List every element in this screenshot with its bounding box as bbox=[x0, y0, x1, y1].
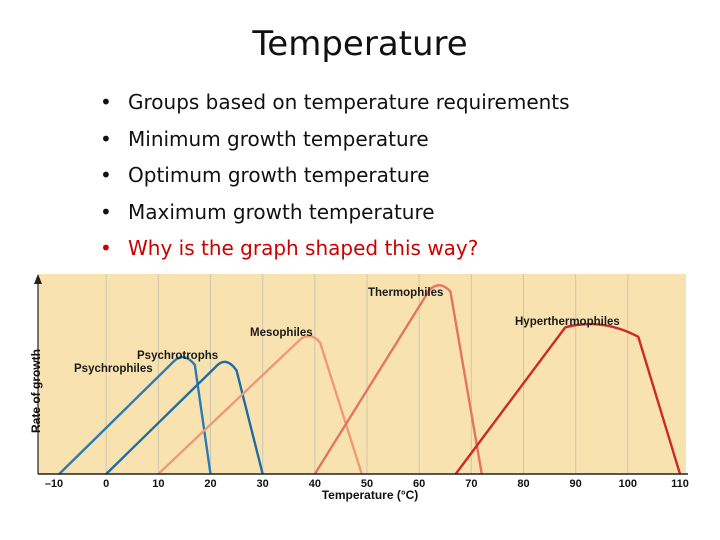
curve-psychrophiles bbox=[58, 355, 212, 475]
bullet-text: Why is the graph shaped this way? bbox=[128, 236, 479, 260]
x-axis-label: Temperature (°C) bbox=[322, 488, 419, 502]
bullet-dot: • bbox=[100, 199, 112, 224]
x-tick-label: 10 bbox=[152, 478, 164, 490]
x-tick-label: 20 bbox=[204, 478, 216, 490]
bullet-list: • Groups based on temperature requirement… bbox=[100, 84, 570, 267]
bullet-text: Groups based on temperature requirements bbox=[128, 90, 570, 114]
bullet-dot: • bbox=[100, 90, 112, 114]
series-label: Psychrotrophs bbox=[137, 350, 218, 362]
bullet-dot: • bbox=[100, 163, 112, 187]
y-axis-label: Rate of growth bbox=[29, 349, 43, 433]
bullet-dot: • bbox=[100, 126, 112, 151]
x-tick-label: 70 bbox=[465, 478, 477, 490]
x-tick-label: 0 bbox=[103, 478, 109, 490]
bullet-item: • Maximum growth temperature bbox=[100, 194, 570, 231]
bullet-text: Minimum growth temperature bbox=[128, 126, 429, 151]
x-tick-label: 60 bbox=[413, 478, 425, 490]
x-tick-label: 90 bbox=[570, 478, 582, 490]
curve-thermophiles bbox=[313, 284, 483, 475]
x-tick-label: 30 bbox=[257, 478, 269, 490]
bullet-text: Optimum growth temperature bbox=[128, 163, 430, 187]
curve-psychrotrophs bbox=[105, 360, 264, 475]
curve-hyperthermophiles bbox=[454, 322, 682, 475]
x-tick-label: 100 bbox=[619, 478, 637, 490]
bullet-item-question: • Why is the graph shaped this way? bbox=[100, 230, 570, 267]
series-label: Thermophiles bbox=[368, 287, 443, 299]
x-tick-label: 40 bbox=[309, 478, 321, 490]
bullet-text: Maximum growth temperature bbox=[128, 199, 435, 224]
bullet-dot: • bbox=[100, 236, 112, 260]
series-label: Mesophiles bbox=[250, 327, 313, 339]
grid-lines bbox=[105, 274, 629, 474]
plot-background bbox=[38, 274, 686, 474]
bullet-item: • Optimum growth temperature bbox=[100, 157, 570, 194]
x-tick-label: –10 bbox=[45, 478, 63, 490]
bullet-item: • Groups based on temperature requirement… bbox=[100, 84, 570, 121]
x-tick-label: 50 bbox=[361, 478, 373, 490]
bullet-item: • Minimum growth temperature bbox=[100, 121, 570, 158]
x-tick-label: 110 bbox=[671, 478, 689, 490]
growth-curves bbox=[58, 284, 682, 475]
x-tick-label: 80 bbox=[517, 478, 529, 490]
x-tick-labels: –10 0 10 20 30 40 50 60 70 80 90 100 110 bbox=[45, 478, 689, 490]
series-label: Psychrophiles bbox=[74, 363, 153, 375]
y-axis-arrowhead bbox=[34, 274, 42, 284]
series-label: Hyperthermophiles bbox=[515, 316, 620, 328]
curve-mesophiles bbox=[157, 334, 363, 475]
slide-title: Temperature bbox=[252, 24, 468, 64]
